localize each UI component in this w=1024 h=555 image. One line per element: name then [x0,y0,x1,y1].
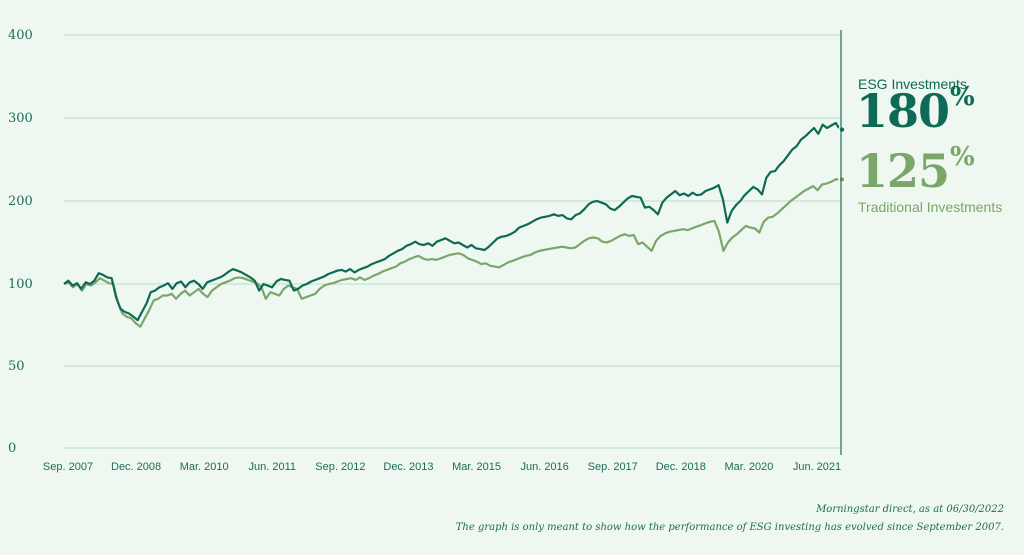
y-tick-label: 300 [8,111,33,126]
traditional-series-label: Traditional Investments [858,199,1003,215]
source-note: Morningstar direct, as at 06/30/2022 [816,504,1004,515]
y-tick-label: 50 [8,359,25,374]
x-tick-label: Jun. 2016 [520,461,568,473]
traditional-value-number: 125 [856,144,950,198]
x-tick-label: Sep. 2007 [43,461,93,473]
x-tick-label: Mar. 2015 [452,461,501,473]
esg-investments-end-point [838,125,846,134]
y-tick-label: 400 [8,28,33,43]
x-tick-label: Dec. 2013 [383,461,433,473]
traditional-performance-value: 125% [856,144,975,194]
x-tick-label: Dec. 2008 [111,461,161,473]
y-tick-label: 200 [8,194,33,209]
x-tick-label: Sep. 2017 [588,461,638,473]
y-axis-ticks: 0 50 100 200 300 400 [8,28,33,456]
traditional-investments-line [63,178,840,328]
traditional-percent-sign: % [950,142,975,172]
traditional-investments-end-point [838,175,846,184]
x-tick-label: Sep. 2012 [315,461,365,473]
esg-performance-value: 180% [856,84,975,134]
x-tick-label: Mar. 2020 [724,461,773,473]
esg-series-label: ESG Investments [858,76,967,92]
x-tick-label: Mar. 2010 [180,461,229,473]
y-tick-label: 0 [8,441,16,456]
esg-value-number: 180 [856,84,950,138]
disclaimer-note: The graph is only meant to show how the … [455,522,1004,533]
esg-investments-line [63,121,841,322]
esg-percent-sign: % [950,82,975,112]
y-tick-label: 100 [8,277,33,292]
x-axis-ticks: Sep. 2007 Dec. 2008 Mar. 2010 Jun. 2011 Sep.… [43,461,841,473]
x-tick-label: Jun. 2011 [249,461,297,473]
series-lines [63,121,846,328]
x-tick-label: Jun. 2021 [793,461,841,473]
grid-lines [64,34,840,449]
x-tick-label: Dec. 2018 [656,461,706,473]
